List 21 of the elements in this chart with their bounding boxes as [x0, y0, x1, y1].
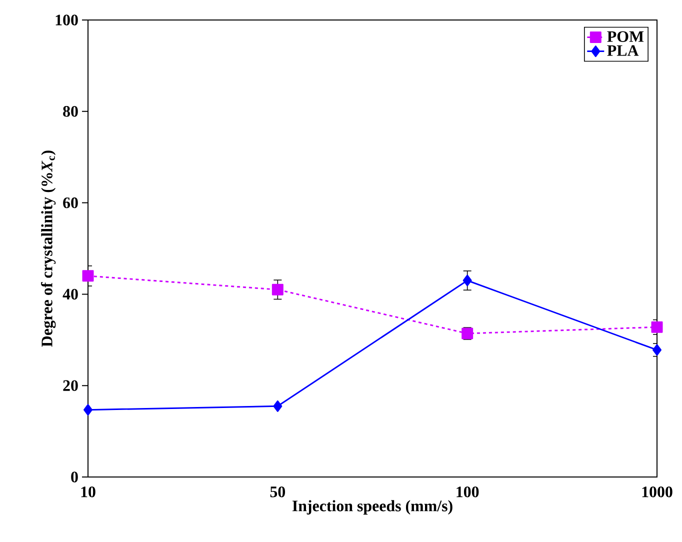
- x-tick-label: 1000: [642, 486, 672, 498]
- x-axis-title: Injection speeds (mm/s): [292, 500, 452, 515]
- point: [651, 321, 663, 333]
- point: [652, 344, 662, 356]
- y-axis-title: Degree of crystallinity (%X$_{c}$): [40, 150, 56, 347]
- x-tick-label: 50: [270, 486, 286, 498]
- x-tick-label: 10: [81, 486, 96, 498]
- point: [84, 404, 92, 416]
- y-tick-label: 40: [62, 288, 78, 300]
- point: [462, 274, 472, 286]
- point: [82, 270, 94, 282]
- legend-label: POM: [607, 31, 644, 42]
- point: [272, 284, 284, 296]
- y-tick-label: 0: [71, 472, 78, 482]
- point: [273, 400, 282, 412]
- y-tick-label: 60: [63, 197, 78, 208]
- y-tick-label: 80: [63, 106, 78, 117]
- legend-label: PLA: [607, 45, 639, 56]
- y-tick-label: 100: [56, 14, 78, 26]
- x-tick-label: 100: [456, 486, 479, 498]
- y-tick-label: 20: [63, 380, 78, 391]
